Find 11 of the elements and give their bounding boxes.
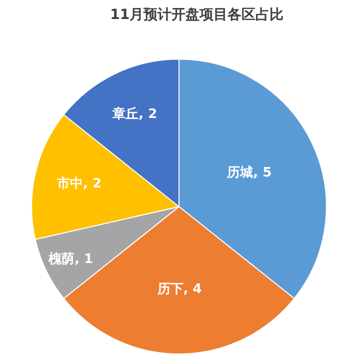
data-label: , 2 (83, 176, 102, 192)
data-label: , 2 (138, 106, 158, 122)
data-label: , 5 (253, 165, 272, 180)
data-label: , 4 (183, 282, 202, 297)
slice-label: 历城 (226, 165, 254, 180)
slice-label: 市中 (56, 176, 84, 192)
slice-label: 章丘 (112, 106, 139, 122)
slice-label: 槐荫 (48, 250, 75, 267)
slice-label: 历下 (156, 282, 184, 297)
chart-title: 11月预计开盘项目各区占比 (110, 6, 284, 23)
data-label: , 1 (74, 252, 94, 267)
